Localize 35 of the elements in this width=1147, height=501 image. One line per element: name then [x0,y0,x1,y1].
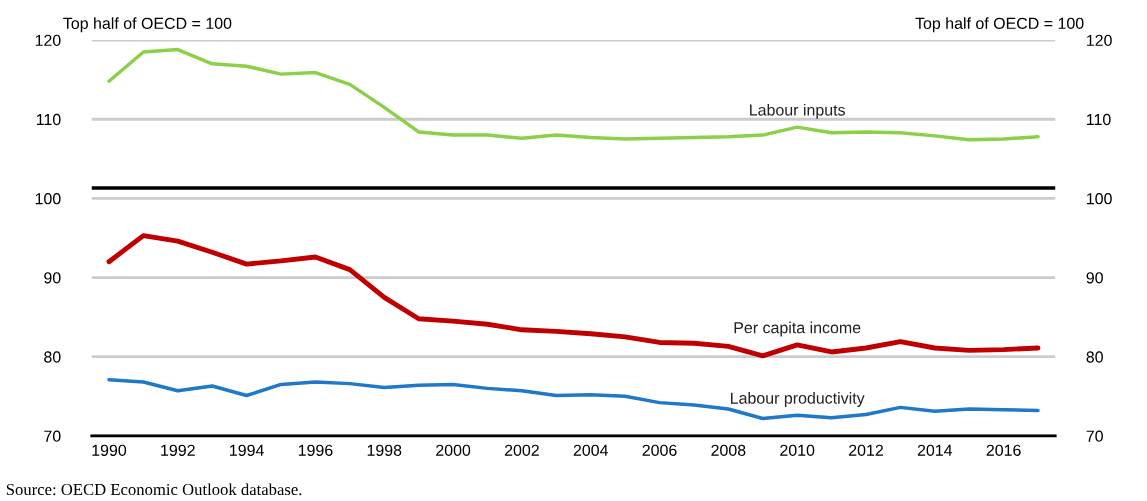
y-tick-label: 100 [35,193,61,205]
y-tick-label: 110 [36,113,61,126]
x-tick-label: 1994 [230,444,264,456]
x-tick-label: 1990 [92,444,127,456]
x-tick-label: 2016 [986,444,1021,456]
x-tick-label: 2012 [849,444,883,456]
y-tick-label: 120 [35,34,61,47]
series-label: Labour productivity [731,392,865,407]
y-axis-title: Top half of OECD = 100 [63,17,232,33]
y2-tick-label: 90 [1086,272,1103,284]
series-label: Per capita income [734,321,861,337]
x-tick-label: 1992 [161,444,195,456]
y2-tick-label: 70 [1086,430,1103,442]
x-tick-label: 2010 [780,444,815,456]
y2-tick-label: 100 [1087,193,1112,205]
line-series [107,47,1040,142]
y2-tick-label: 120 [1087,34,1112,47]
y-tick-label: 70 [44,430,61,442]
x-tick-label: 2000 [436,444,471,456]
y2-tick-label: 80 [1086,351,1103,363]
line-series [106,233,1041,359]
x-tick-label: 2014 [917,444,953,456]
y2-tick-label: 110 [1087,113,1111,126]
y2-axis-title: Top half of OECD = 100 [915,17,1084,33]
x-tick-label: 1996 [298,444,333,456]
y-tick-label: 80 [44,351,61,363]
x-tick-label: 2008 [711,444,746,456]
source-note: Source: OECD Economic Outlook database. [6,483,302,496]
series-label: Labour inputs [750,103,845,119]
x-tick-label: 2002 [504,444,539,456]
line-series [107,377,1040,421]
y-tick-label: 90 [44,272,61,284]
x-tick-label: 2004 [573,444,609,456]
x-tick-label: 2006 [642,444,677,456]
x-tick-label: 1998 [367,444,402,456]
